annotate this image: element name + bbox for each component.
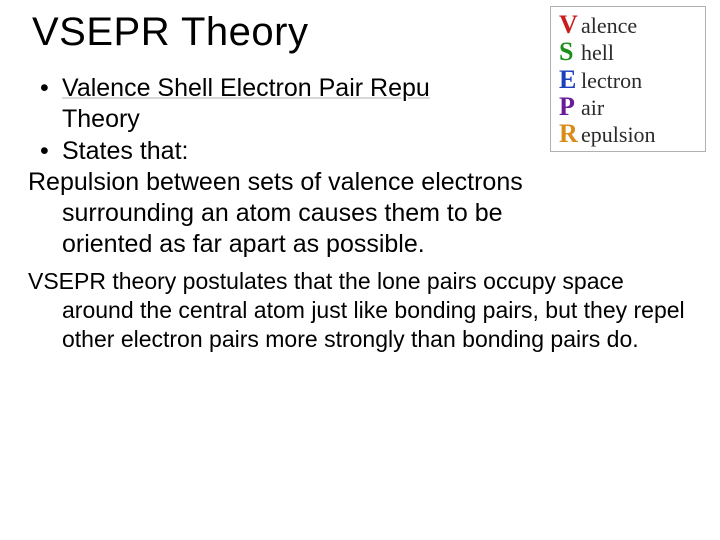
bullet-item: Valence Shell Electron Pair Repu Theory — [40, 73, 692, 136]
para-line: Repulsion between sets of valence electr… — [28, 168, 523, 196]
para-line: oriented as far apart as possible. — [28, 230, 425, 258]
slide: Valence Shell Electron Pair Repulsion VS… — [0, 0, 720, 540]
acrostic-cap: V — [559, 11, 581, 38]
para-line: surrounding an atom causes them to be — [28, 199, 503, 227]
paragraph: Repulsion between sets of valence electr… — [28, 167, 692, 261]
para-line: strongly than bonding pairs do. — [324, 326, 639, 352]
acrostic-rest: alence — [581, 13, 637, 38]
paragraph: VSEPR theory postulates that the lone pa… — [28, 267, 692, 355]
bullet-text: States that: — [62, 137, 188, 165]
para-text: VSEPR theory postulates that — [28, 268, 339, 294]
bullet-item: States that: — [40, 136, 692, 167]
bullet-list: Valence Shell Electron Pair Repu Theory … — [28, 73, 692, 167]
acrostic-cap: S — [559, 38, 581, 65]
bullet-text: Theory — [62, 105, 140, 133]
acrostic-row: Valence — [559, 11, 699, 38]
acrostic-rest: hell — [581, 40, 614, 65]
para-text: occupy — [477, 268, 556, 294]
bullet-text: Valence Shell Electron Pair Repu — [62, 74, 430, 102]
slide-body: Valence Shell Electron Pair Repu Theory … — [28, 73, 692, 355]
emphasis-text: the lone pairs — [339, 268, 477, 294]
acrostic-row: Shell — [559, 38, 699, 65]
